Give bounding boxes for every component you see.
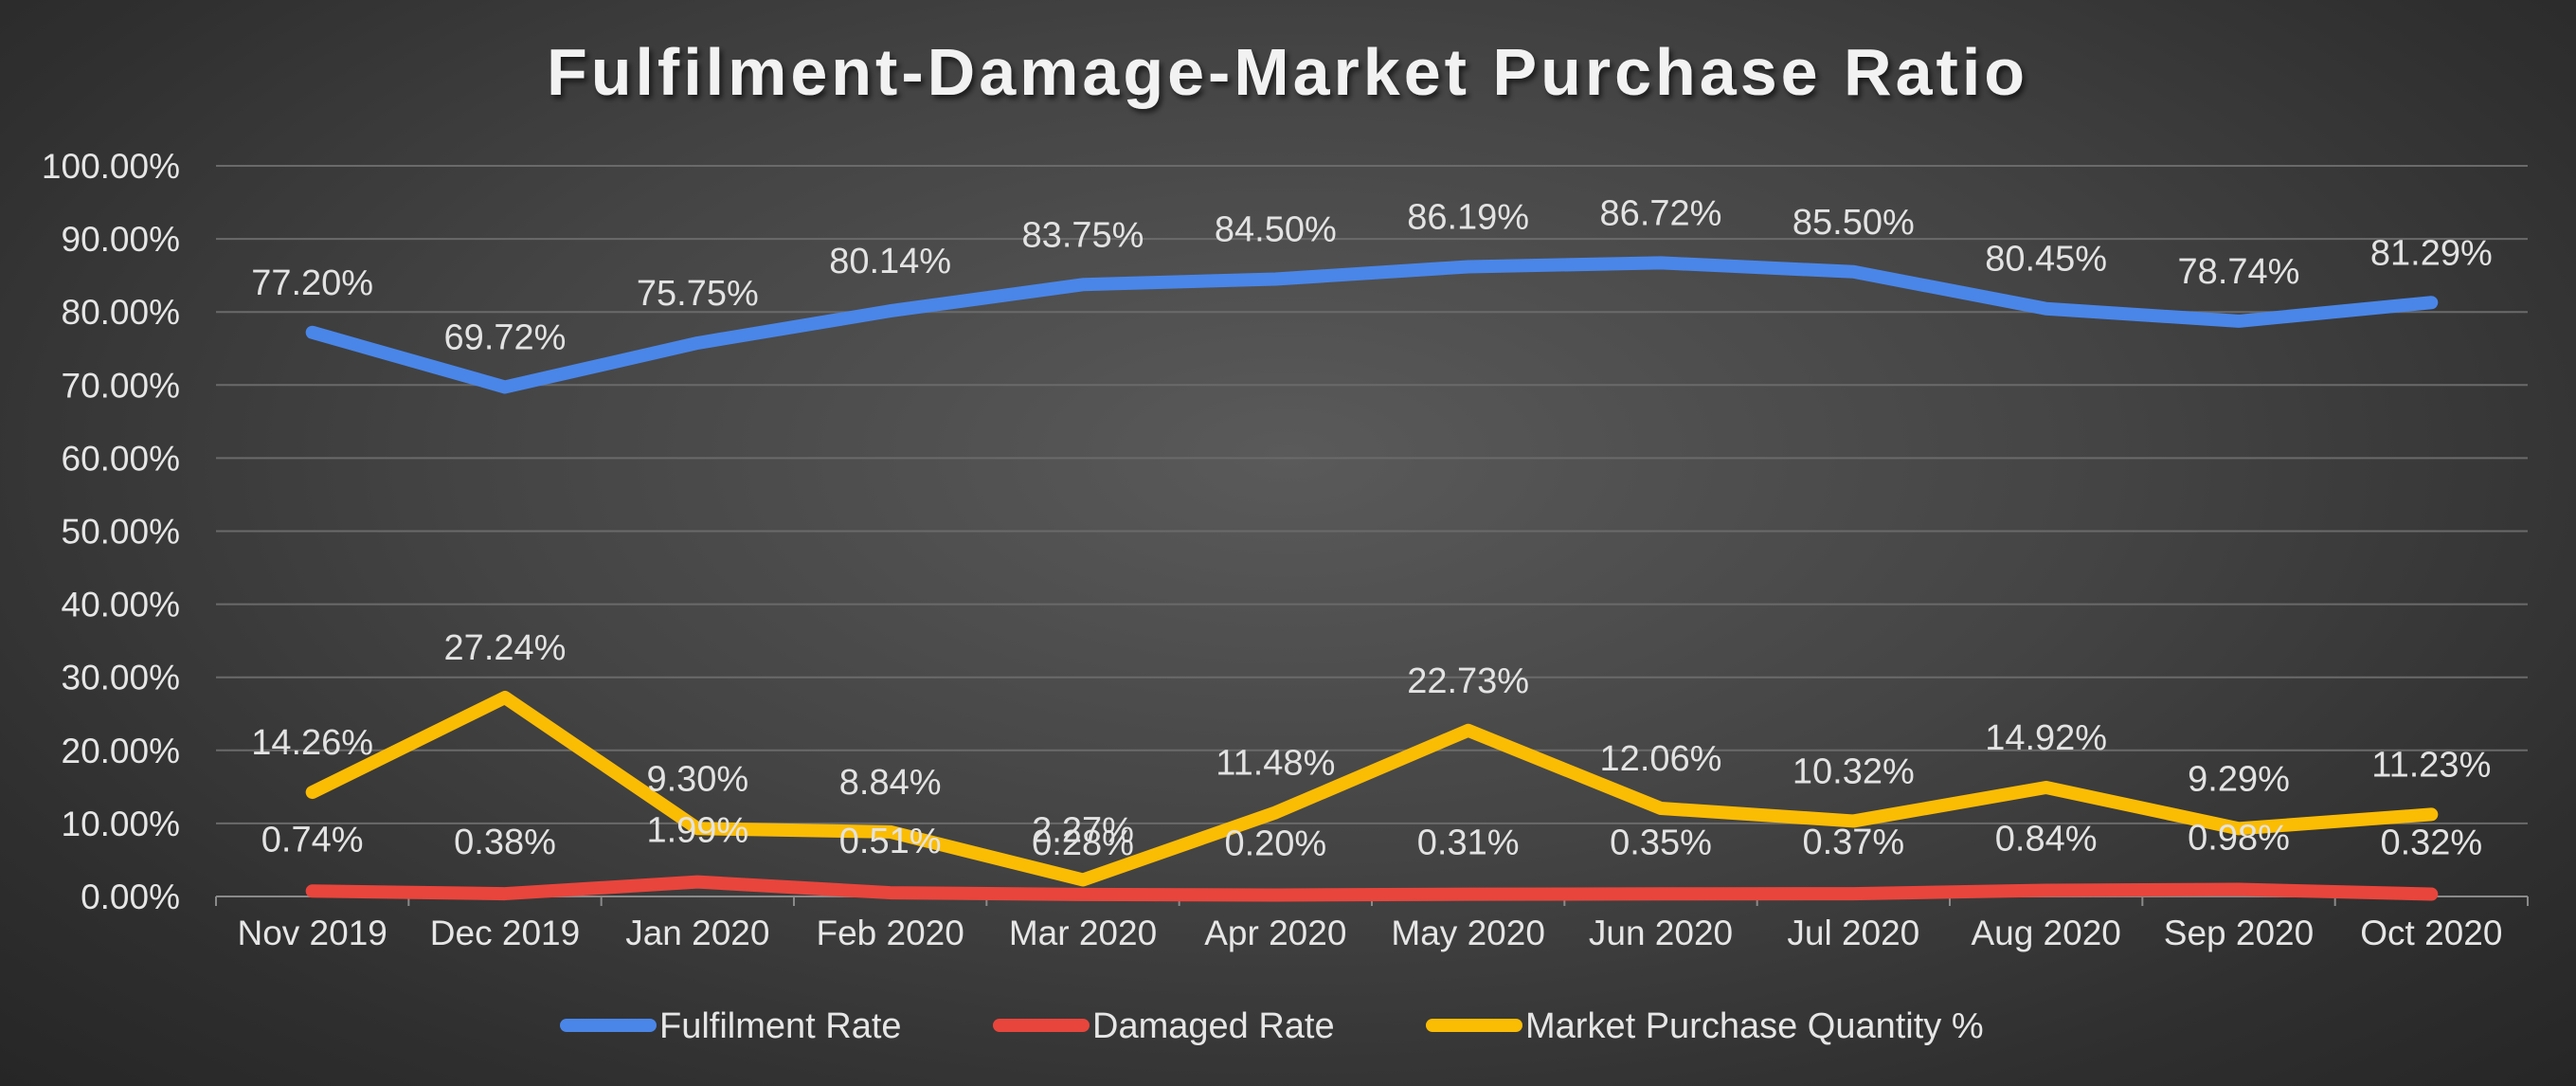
- series-line-2: [313, 697, 2432, 880]
- x-tick-label: Dec 2019: [430, 914, 580, 952]
- y-tick-label: 70.00%: [62, 366, 181, 405]
- y-tick-label: 30.00%: [62, 659, 181, 697]
- data-label: 86.72%: [1600, 193, 1722, 233]
- y-tick-label: 20.00%: [62, 732, 181, 770]
- y-tick-label: 100.00%: [42, 147, 180, 186]
- legend: Fulfilment Rate Damaged Rate Market Purcha…: [567, 1006, 1984, 1046]
- data-label: 9.29%: [2188, 759, 2290, 799]
- y-tick-label: 60.00%: [62, 439, 181, 478]
- x-tick-label: Feb 2020: [816, 914, 964, 952]
- data-label: 86.19%: [1407, 197, 1529, 237]
- data-label: 11.48%: [1216, 743, 1335, 783]
- y-tick-label: 50.00%: [62, 513, 181, 552]
- data-label: 0.74%: [261, 820, 364, 860]
- legend-label: Market Purchase Quantity %: [1525, 1006, 1984, 1046]
- legend-label: Damaged Rate: [1092, 1006, 1335, 1046]
- x-tick-label: Sep 2020: [2164, 914, 2314, 952]
- y-tick-label: 10.00%: [62, 805, 181, 843]
- x-tick-label: Jun 2020: [1589, 914, 1733, 952]
- x-tick-label: Nov 2019: [237, 914, 387, 952]
- data-label: 27.24%: [444, 628, 567, 668]
- data-label: 0.20%: [1224, 824, 1326, 863]
- x-tick-label: Apr 2020: [1204, 914, 1346, 952]
- legend-label: Fulfilment Rate: [659, 1006, 902, 1046]
- y-tick-label: 80.00%: [62, 293, 181, 332]
- data-label: 2.27%: [1032, 810, 1134, 850]
- data-label: 84.50%: [1215, 210, 1337, 250]
- data-label: 0.38%: [454, 823, 556, 862]
- y-tick-label: 90.00%: [62, 220, 181, 259]
- data-label: 0.98%: [2188, 818, 2290, 858]
- data-label: 0.84%: [1995, 820, 2098, 860]
- data-label: 0.31%: [1417, 824, 1520, 863]
- data-label: 0.51%: [839, 822, 942, 861]
- series-line-0: [313, 262, 2432, 387]
- data-label: 81.29%: [2370, 233, 2493, 273]
- x-tick-label: Mar 2020: [1009, 914, 1157, 952]
- data-label: 9.30%: [646, 759, 748, 799]
- data-label: 85.50%: [1792, 203, 1915, 243]
- data-label: 0.35%: [1610, 823, 1712, 862]
- data-label: 14.92%: [1985, 718, 2107, 758]
- x-tick-label: Jul 2020: [1787, 914, 1919, 952]
- x-tick-label: May 2020: [1391, 914, 1545, 952]
- data-label: 75.75%: [637, 274, 759, 314]
- data-label: 80.14%: [829, 242, 951, 281]
- data-labels: 77.20% 69.72% 75.75% 80.14% 83.75% 84.50% 86.1…: [251, 193, 2493, 863]
- data-label: 11.23%: [2371, 745, 2491, 785]
- data-label: 83.75%: [1022, 215, 1144, 255]
- x-tick-label: Aug 2020: [1971, 914, 2120, 952]
- data-label: 1.99%: [646, 811, 748, 851]
- data-label: 69.72%: [444, 317, 567, 357]
- y-tick-label: 40.00%: [62, 586, 181, 624]
- data-label: 8.84%: [839, 763, 942, 803]
- data-label: 77.20%: [251, 263, 373, 303]
- data-label: 14.26%: [251, 723, 373, 763]
- data-label: 22.73%: [1407, 661, 1529, 701]
- y-tick-label: 0.00%: [81, 878, 180, 916]
- x-tick-label: Jan 2020: [625, 914, 769, 952]
- data-label: 12.06%: [1600, 739, 1722, 779]
- data-label: 0.32%: [2380, 824, 2482, 863]
- data-label: 0.37%: [1802, 823, 1904, 862]
- data-label: 10.32%: [1792, 751, 1915, 791]
- series-lines: [313, 262, 2432, 895]
- chart-title: Fulfilment-Damage-Market Purchase Ratio: [547, 35, 2028, 109]
- x-tick-label: Oct 2020: [2360, 914, 2502, 952]
- data-label: 80.45%: [1985, 240, 2107, 280]
- series-line-1: [313, 882, 2432, 896]
- data-label: 78.74%: [2178, 252, 2300, 292]
